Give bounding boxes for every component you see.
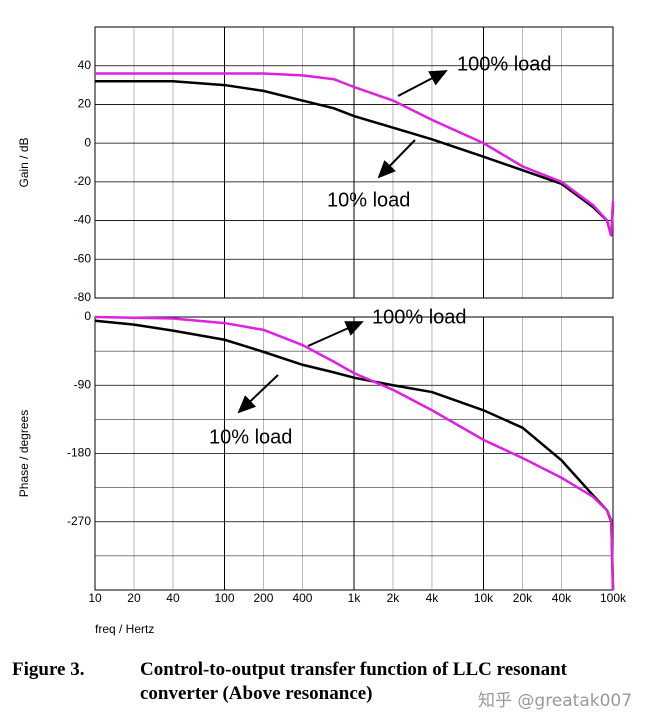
annotation: 10% load bbox=[209, 426, 292, 448]
x-tick-label: 4k bbox=[426, 591, 440, 605]
y-tick-label: -60 bbox=[74, 251, 92, 265]
x-tick-label: 100k bbox=[600, 591, 627, 605]
x-tick-label: 40k bbox=[552, 591, 572, 605]
series-line bbox=[94, 315, 615, 591]
x-tick-label: 2k bbox=[387, 591, 401, 605]
plot: -270 -180 -90 0 Phase / degrees 10 20 40 100 200 4… bbox=[17, 309, 627, 636]
x-tick-label: 100 bbox=[214, 591, 234, 605]
x-tick-label: 10k bbox=[474, 591, 494, 605]
x-tick-label: 200 bbox=[253, 591, 273, 605]
x-tick-label: 20 bbox=[127, 591, 141, 605]
x-tick-label: 40 bbox=[166, 591, 180, 605]
y-axis-label: Gain / dB bbox=[17, 137, 31, 187]
y-tick-label: -180 bbox=[67, 446, 91, 460]
y-axis-label: Phase / degrees bbox=[17, 410, 31, 497]
y-tick-label: 40 bbox=[78, 58, 92, 72]
y-tick-label: -90 bbox=[74, 377, 92, 391]
y-tick-label: 0 bbox=[84, 309, 91, 323]
plots: -80 -60 -40 -20 0 20 40 Gain / dB -270 -180 -90 0 Ph… bbox=[17, 26, 627, 636]
x-tick-label: 1k bbox=[348, 591, 362, 605]
series-line bbox=[95, 72, 615, 237]
y-tick-label: 20 bbox=[78, 97, 92, 111]
caption-text: Control-to-output transfer function of L… bbox=[140, 659, 567, 704]
y-tick-label: -80 bbox=[74, 290, 92, 304]
x-tick-label: 20k bbox=[513, 591, 533, 605]
watermark: 知乎 @greatak007 bbox=[478, 691, 633, 711]
arrows bbox=[237, 70, 448, 414]
y-tick-label: 0 bbox=[84, 135, 91, 149]
chart: -80 -60 -40 -20 0 20 40 Gain / dB -270 -180 -90 0 Ph… bbox=[17, 26, 627, 636]
x-axis-label: freq / Hertz bbox=[95, 622, 154, 636]
caption-label: Figure 3. bbox=[12, 659, 85, 680]
y-tick-label: -20 bbox=[74, 174, 92, 188]
y-tick-label: -40 bbox=[74, 213, 92, 227]
annotation: 100% load bbox=[372, 306, 467, 328]
y-tick-label: -270 bbox=[67, 514, 91, 528]
plot: -80 -60 -40 -20 0 20 40 Gain / dB bbox=[17, 26, 615, 304]
annotation: 10% load bbox=[327, 189, 410, 211]
x-tick-label: 400 bbox=[292, 591, 312, 605]
x-tick-label: 10 bbox=[88, 591, 102, 605]
annotation: 100% load bbox=[457, 53, 552, 75]
